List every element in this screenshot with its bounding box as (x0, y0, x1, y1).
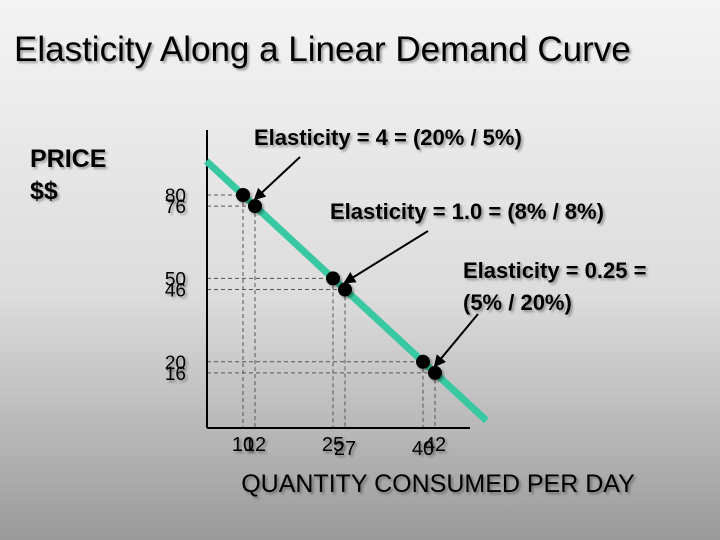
y-tick-label-2: 50 (165, 269, 186, 290)
data-point-1 (248, 199, 262, 214)
y-tick-label-4: 20 (165, 353, 186, 374)
annotation-arrow-1 (343, 230, 429, 284)
y-axis-label-line-1: PRICE (30, 145, 107, 173)
x-tick-label-5: 42 (424, 434, 446, 456)
data-point-0 (236, 188, 250, 202)
x-axis-title: QUANTITY CONSUMED PER DAY (241, 470, 635, 498)
y-tick-label-0: 80 (165, 186, 186, 207)
annotation-arrow-0 (253, 156, 301, 201)
y-axis-label: PRICE $$ (30, 143, 106, 207)
data-point-5 (428, 365, 442, 380)
y-tick-label-1: 76 (165, 197, 186, 218)
x-tick-label-4: 40 (412, 438, 434, 460)
data-point-4 (416, 354, 430, 369)
data-point-2 (326, 271, 340, 286)
annotation-2-line-1: (5% / 20%) (463, 290, 572, 315)
slide-title: Elasticity Along a Linear Demand Curve (14, 30, 631, 69)
x-tick-label-0: 10 (232, 434, 254, 456)
annotation-1-line-0: Elasticity = 1.0 = (8% / 8%) (330, 199, 604, 224)
annotation-0-line-0: Elasticity = 4 = (20% / 5%) (254, 125, 522, 150)
data-point-3 (338, 282, 352, 297)
x-tick-label-1: 12 (244, 434, 266, 456)
y-axis-label-line-2: $$ (30, 177, 58, 205)
annotation-2-line-0: Elasticity = 0.25 = (463, 258, 646, 283)
annotation-arrow-2 (433, 313, 479, 368)
x-tick-label-3: 27 (334, 438, 356, 460)
y-tick-label-3: 46 (165, 281, 186, 302)
y-tick-label-5: 16 (165, 364, 186, 385)
x-tick-label-2: 25 (322, 434, 344, 456)
